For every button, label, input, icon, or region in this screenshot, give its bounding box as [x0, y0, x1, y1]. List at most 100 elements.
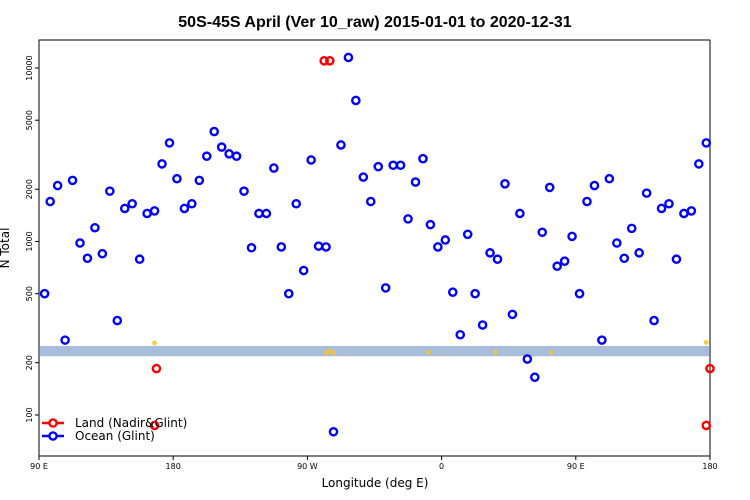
point-ocean-glint — [39, 288, 50, 299]
point-ocean-glint — [82, 253, 93, 264]
point-ocean-glint — [328, 426, 339, 437]
legend-marker — [48, 418, 58, 428]
point-ocean-glint — [656, 203, 667, 214]
point-ocean-glint — [112, 315, 123, 326]
point-ocean-glint — [365, 196, 376, 207]
point-ocean-glint — [321, 242, 331, 252]
x-axis-label: Longitude (deg E) — [322, 476, 429, 490]
point-ocean-glint — [507, 309, 518, 320]
point-land-nadir-glint — [705, 363, 715, 374]
plot-frame — [38, 39, 711, 457]
point-ocean-glint — [216, 142, 227, 152]
point-ocean-glint — [671, 254, 682, 265]
point-ocean-glint — [492, 254, 503, 265]
point-ocean-glint — [440, 235, 451, 245]
x-tick-label: 90 E — [567, 462, 585, 471]
point-ocean-glint — [455, 329, 466, 340]
point-ocean-glint — [649, 315, 659, 326]
point-ocean-glint — [157, 159, 167, 169]
point-ocean-glint — [45, 196, 55, 207]
point-ocean-glint — [149, 206, 160, 216]
point-ocean-glint — [433, 242, 443, 252]
point-ocean-glint — [485, 248, 495, 258]
point-ocean-glint — [358, 172, 369, 182]
point-ocean-glint — [388, 160, 398, 171]
faint-mark — [703, 339, 709, 345]
point-ocean-glint — [172, 173, 182, 184]
point-ocean-glint — [336, 140, 346, 150]
point-ocean-glint — [641, 188, 652, 198]
faint-mark — [426, 349, 432, 355]
point-ocean-glint — [105, 186, 115, 196]
y-tick-label: 2000 — [25, 179, 34, 199]
x-tick-label: 0 — [439, 462, 444, 471]
point-ocean-glint — [134, 254, 145, 265]
y-ticks: 100 200 500 1000 2000 5000 10000 — [25, 55, 39, 423]
y-tick-label: 10000 — [25, 55, 34, 80]
point-ocean-glint — [500, 179, 510, 189]
point-ocean-glint — [567, 231, 577, 242]
point-ocean-glint — [679, 208, 689, 219]
point-ocean-glint — [283, 288, 294, 299]
band-layer — [40, 345, 709, 357]
point-ocean-glint — [119, 203, 130, 214]
point-ocean-glint — [343, 52, 354, 63]
point-ocean-glint — [477, 320, 488, 330]
x-ticks: 90 E 180 90 W 0 90 E 180 — [30, 456, 718, 471]
point-ocean-glint — [179, 203, 190, 214]
faint-mark — [152, 340, 158, 346]
point-ocean-glint — [589, 180, 600, 191]
point-ocean-glint — [559, 256, 570, 266]
point-ocean-glint — [529, 372, 540, 383]
point-ocean-glint — [395, 160, 406, 171]
point-ocean-glint — [552, 261, 562, 272]
legend-label: Land (Nadir&Glint) — [75, 416, 187, 430]
point-ocean-glint — [239, 186, 249, 196]
point-ocean-glint — [75, 238, 85, 248]
point-ocean-glint — [515, 208, 525, 219]
point-ocean-glint — [418, 153, 428, 164]
x-tick-label: 180 — [702, 462, 717, 471]
faint-mark — [549, 349, 555, 355]
y-axis-label: N Total — [0, 228, 12, 269]
point-ocean-glint — [209, 126, 220, 137]
point-ocean-glint — [224, 149, 234, 159]
y-tick-label: 200 — [25, 355, 34, 370]
point-ocean-glint — [634, 248, 644, 258]
legend: Land (Nadir&Glint)Ocean (Glint) — [42, 416, 187, 443]
point-ocean-glint — [67, 175, 78, 186]
y-tick-label: 5000 — [25, 110, 34, 130]
point-ocean-glint — [373, 161, 384, 172]
point-ocean-glint — [60, 335, 70, 345]
faint-mark — [327, 348, 333, 354]
point-ocean-glint — [626, 223, 637, 234]
point-ocean-glint — [447, 287, 458, 298]
point-ocean-glint — [254, 208, 264, 219]
faint-mark — [323, 350, 329, 356]
point-ocean-glint — [686, 206, 697, 216]
point-ocean-glint — [425, 219, 436, 230]
point-ocean-glint — [142, 208, 152, 219]
point-ocean-glint — [582, 196, 592, 207]
point-ocean-glint — [291, 198, 302, 209]
chart-title: 50S-45S April (Ver 10_raw) 2015-01-01 to… — [178, 14, 572, 31]
point-ocean-glint — [351, 95, 361, 106]
point-ocean-glint — [261, 208, 272, 219]
legend-marker — [48, 431, 58, 441]
x-tick-label: 180 — [166, 462, 181, 471]
point-ocean-glint — [619, 253, 630, 264]
point-ocean-glint — [470, 288, 480, 299]
faint-mark — [493, 349, 499, 355]
point-land-nadir-glint — [324, 56, 335, 66]
point-ocean-glint — [462, 229, 473, 240]
point-ocean-glint — [52, 180, 63, 191]
legend-label: Ocean (Glint) — [75, 429, 155, 443]
point-land-nadir-glint — [151, 363, 162, 374]
point-ocean-glint — [604, 173, 615, 184]
point-ocean-glint — [306, 155, 316, 165]
point-ocean-glint — [694, 159, 704, 169]
point-ocean-glint — [231, 151, 242, 162]
faint-marks — [152, 339, 709, 356]
point-ocean-glint — [403, 214, 413, 224]
point-land-nadir-glint — [701, 420, 712, 431]
